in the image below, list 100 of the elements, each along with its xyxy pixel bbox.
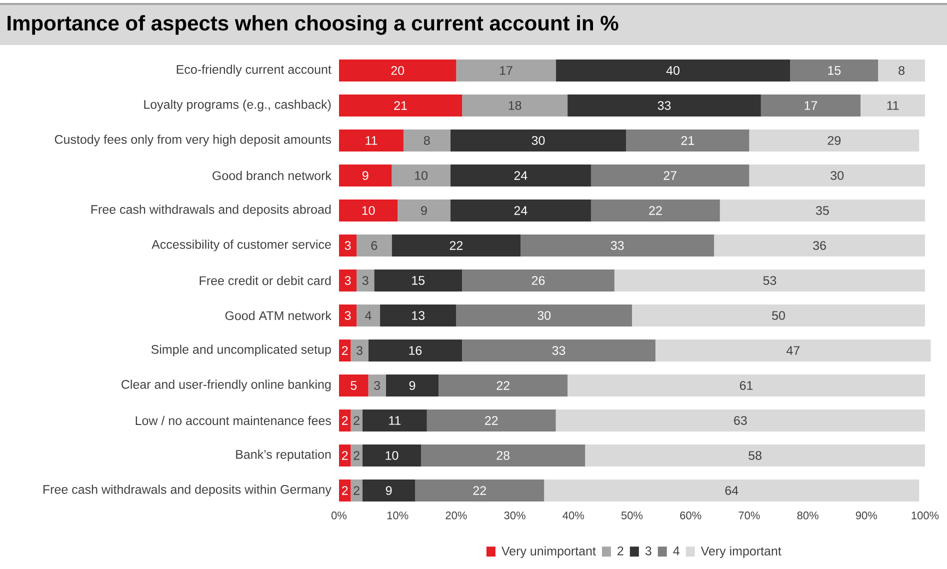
bar	[585, 444, 925, 466]
bar	[556, 409, 925, 432]
bar	[356, 269, 374, 292]
data-label: 8	[424, 136, 430, 145]
data-label: 2	[354, 486, 360, 495]
data-label: 2	[354, 416, 360, 425]
x-tick-label: 40%	[562, 512, 584, 520]
data-label: 18	[508, 101, 522, 110]
data-label: 9	[421, 206, 427, 215]
y-tick-label: Custody fees only from very high deposit amounts	[54, 134, 331, 146]
bar	[392, 164, 450, 186]
data-label: 20	[391, 66, 404, 75]
bar	[720, 199, 925, 222]
bar	[350, 339, 368, 362]
data-label: 26	[532, 276, 545, 285]
data-label: 3	[344, 311, 351, 320]
data-label: 30	[538, 311, 551, 320]
bar	[520, 234, 714, 256]
data-label: 10	[362, 206, 375, 215]
data-label: 30	[830, 171, 844, 180]
data-label: 9	[409, 381, 416, 390]
data-label: 16	[409, 346, 422, 355]
y-tick-label: Eco-friendly current account	[176, 64, 332, 76]
data-label: 24	[514, 206, 528, 215]
bar	[339, 304, 357, 326]
data-label: 47	[786, 346, 800, 355]
bar	[356, 234, 392, 256]
bar	[462, 339, 656, 362]
bar	[426, 409, 556, 432]
data-label: 61	[740, 381, 753, 390]
bar	[860, 94, 925, 116]
x-tick-label: 90%	[856, 512, 877, 520]
y-tick-label: Free cash withdrawals and deposits within Germany	[43, 484, 332, 496]
bar	[749, 129, 920, 152]
data-label: 2	[342, 416, 348, 425]
bar	[878, 59, 925, 82]
bar	[350, 479, 362, 502]
x-tick-label: 10%	[387, 512, 408, 520]
bar	[339, 269, 357, 292]
y-tick-label: Simple and uncomplicated setup	[151, 344, 331, 356]
data-label: 58	[748, 451, 762, 460]
bar	[450, 199, 591, 222]
bar	[544, 479, 920, 502]
bar	[374, 269, 462, 292]
bar	[350, 409, 362, 432]
bar	[392, 234, 521, 256]
bar	[450, 164, 591, 186]
bar	[655, 339, 931, 362]
data-label: 11	[389, 416, 401, 425]
data-label: 2	[342, 486, 348, 495]
bar	[415, 479, 544, 502]
data-label: 33	[610, 241, 624, 250]
data-label: 6	[371, 241, 378, 250]
bar	[339, 374, 368, 396]
data-label: 21	[681, 136, 694, 145]
data-label: 5	[350, 381, 357, 390]
bar	[339, 199, 398, 222]
data-label: 3	[356, 346, 362, 355]
data-label: 9	[386, 486, 392, 495]
data-label: 17	[500, 66, 512, 75]
data-label: 36	[813, 241, 826, 250]
bar	[421, 444, 586, 466]
data-label: 10	[386, 451, 398, 460]
legend-label: 2	[618, 546, 624, 556]
x-tick-label: 100%	[912, 512, 939, 520]
y-tick-label: Free cash withdrawals and deposits abroad	[91, 204, 331, 216]
data-label: 63	[734, 416, 747, 425]
bar	[339, 164, 392, 186]
data-label: 10	[415, 171, 428, 180]
bar	[362, 409, 427, 432]
data-label: 30	[532, 136, 545, 145]
bar	[790, 59, 878, 82]
x-tick-label: 50%	[621, 512, 643, 520]
bar	[398, 199, 450, 222]
bar	[438, 374, 568, 396]
bar	[632, 304, 925, 326]
y-tick-label: Good branch network	[212, 170, 332, 180]
y-tick-label: Low / no account maintenance fees	[136, 416, 331, 426]
bar	[386, 374, 439, 396]
legend-label: Very important	[700, 546, 782, 558]
x-tick-label: 80%	[797, 512, 818, 520]
data-label: 22	[485, 416, 498, 425]
data-label: 3	[344, 276, 351, 285]
data-label: 4	[365, 311, 372, 320]
legend-label: 4	[673, 546, 680, 556]
bar	[568, 374, 925, 396]
data-label: 2	[342, 346, 348, 355]
data-label: 50	[772, 311, 785, 320]
data-label: 22	[473, 486, 486, 495]
data-label: 13	[412, 311, 425, 320]
data-label: 53	[763, 276, 776, 285]
data-label: 3	[374, 381, 380, 390]
bar	[362, 444, 422, 466]
chart-title: Importance of aspects when choosing a current account in %	[8, 15, 618, 35]
data-label: 17	[804, 101, 818, 110]
data-label: 33	[552, 346, 566, 355]
bar	[450, 129, 626, 152]
bar	[714, 234, 925, 256]
data-label: 21	[394, 101, 407, 110]
bar	[614, 269, 925, 292]
